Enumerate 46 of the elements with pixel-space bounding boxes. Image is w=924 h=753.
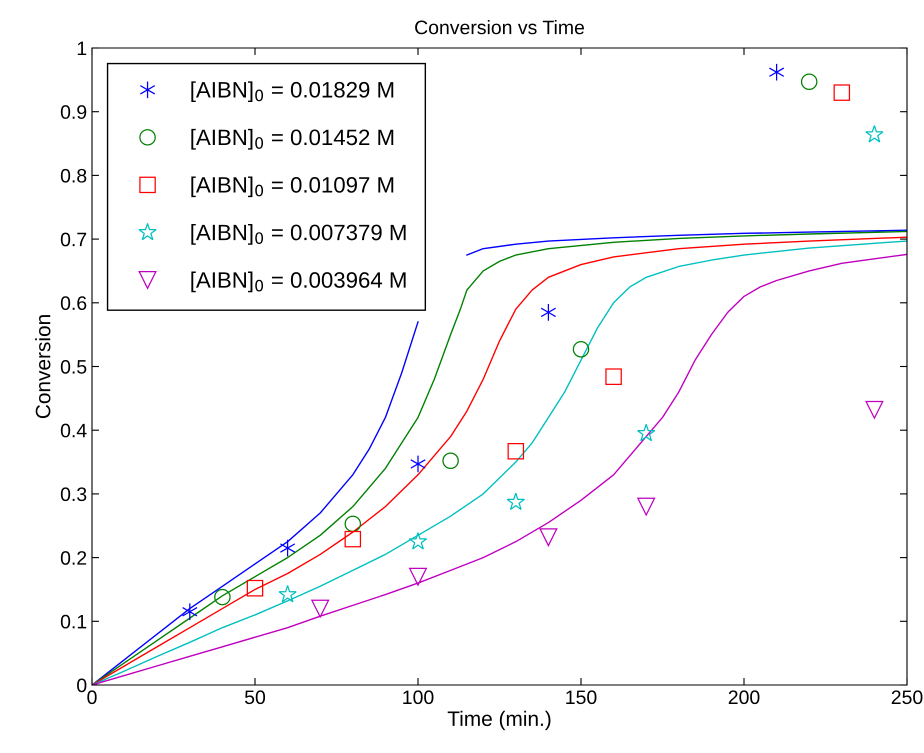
legend-label: [AIBN]$_{0}$ = 0.01829 M — [191, 81, 394, 102]
y-tick-label: 0.4 — [60, 424, 87, 438]
point — [408, 532, 428, 550]
point — [246, 580, 264, 596]
legend-label: [AIBN]$_{0}$ = 0.01097 M — [191, 176, 394, 198]
x-tick-label: 0 — [87, 690, 97, 704]
point — [278, 584, 297, 602]
y-tick-label: 0.3 — [60, 487, 86, 502]
y-tick-label: 0.9 — [60, 105, 86, 119]
point — [636, 424, 656, 442]
x-tick-label: 100 — [403, 690, 434, 704]
point — [214, 588, 231, 606]
y-tick-label: 0.7 — [60, 232, 86, 246]
point — [344, 516, 362, 532]
y-tick-label: 1 — [78, 42, 86, 56]
x-tick-label: 200 — [728, 690, 760, 704]
point — [506, 492, 526, 510]
point — [800, 73, 818, 90]
point — [865, 400, 884, 419]
y-tick-label: 0.8 — [60, 168, 86, 183]
point — [637, 498, 656, 516]
y-tick-label: 0.1 — [60, 614, 86, 629]
point — [539, 528, 558, 546]
point — [572, 341, 590, 358]
point — [344, 530, 362, 548]
y-tick-label: 0.2 — [60, 551, 86, 565]
point — [508, 442, 524, 460]
point — [409, 568, 427, 586]
x-tick-label: 50 — [244, 690, 266, 704]
point — [834, 84, 850, 101]
x-axis-title: Time (min.) — [448, 710, 550, 730]
x-tick-label: 250 — [892, 690, 922, 704]
legend-label: [AIBN]$_{0}$ = 0.007379 M — [191, 224, 406, 245]
point — [182, 602, 198, 621]
chart-title: Conversion vs Time — [415, 20, 584, 34]
y-axis-title: Conversion — [35, 315, 50, 418]
legend-label: [AIBN]$_{0}$ = 0.01452 M — [191, 128, 394, 150]
point — [865, 124, 884, 143]
y-tick-label: 0.6 — [60, 296, 86, 310]
point — [605, 368, 622, 385]
point — [311, 600, 330, 618]
x-tick-label: 150 — [566, 690, 596, 704]
legend-label: [AIBN]$_{0}$ = 0.003964 M — [191, 272, 406, 292]
y-tick-label: 0 — [77, 678, 86, 692]
point — [442, 452, 459, 470]
y-tick-label: 0.5 — [60, 360, 86, 374]
